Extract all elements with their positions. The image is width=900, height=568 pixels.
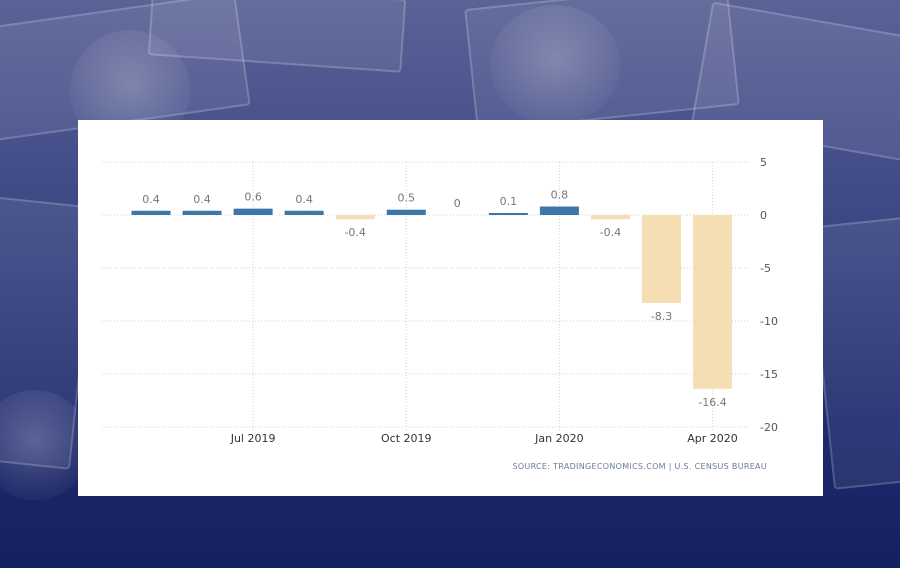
data-label: 0.5 <box>398 192 416 205</box>
y-tick-label: -5 <box>760 262 771 275</box>
y-tick-label: -15 <box>760 368 778 381</box>
x-tick-label: Oct 2019 <box>381 432 432 445</box>
bar <box>693 215 733 389</box>
data-label: -0.4 <box>600 226 621 239</box>
bar <box>182 210 222 215</box>
x-tick-label: Jan 2020 <box>534 432 583 445</box>
bar <box>284 210 324 215</box>
data-label: 0.6 <box>244 191 262 204</box>
y-tick-label: 5 <box>760 156 767 169</box>
y-tick-label: -10 <box>760 315 778 328</box>
bar-chart: 5 0 -5 -10 -15 -20 Jul 2019 Oct 2019 Jan 2020 Apr… <box>102 156 778 445</box>
data-label: 0.4 <box>295 193 313 206</box>
chart-panel: 5 0 -5 -10 -15 -20 Jul 2019 Oct 2019 Jan 2020 Apr… <box>78 120 823 496</box>
bar <box>335 215 375 220</box>
bar <box>233 208 273 215</box>
y-tick-label: 0 <box>760 209 767 222</box>
data-label: 0.1 <box>500 195 517 208</box>
data-label: -16.4 <box>698 396 726 409</box>
bar <box>488 213 528 215</box>
x-tick-label: Apr 2020 <box>687 432 738 445</box>
bar <box>386 209 426 215</box>
bar <box>590 215 630 220</box>
bar <box>539 206 579 215</box>
data-label: 0.4 <box>193 193 211 206</box>
x-tick-label: Jul 2019 <box>230 432 276 445</box>
data-label: -8.3 <box>651 310 672 323</box>
data-label: 0.8 <box>551 189 569 202</box>
source-note: SOURCE: TRADINGECONOMICS.COM | U.S. CENS… <box>512 462 767 471</box>
y-tick-label: -20 <box>760 421 778 434</box>
data-label: 0 <box>454 197 461 210</box>
bar <box>642 215 681 303</box>
data-label: 0.4 <box>142 193 160 206</box>
data-label: -0.4 <box>344 226 365 239</box>
bar <box>131 210 171 215</box>
